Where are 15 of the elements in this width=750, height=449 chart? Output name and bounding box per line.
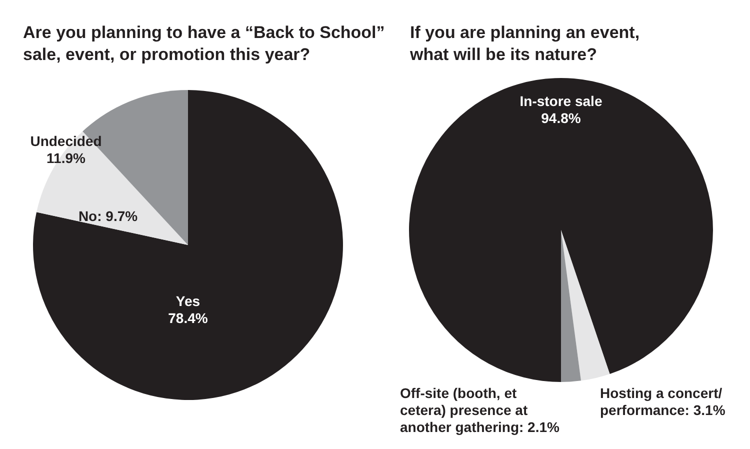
chart-title: Are you planning to have a “Back to School” sale, event, or promotion this year? <box>23 23 385 64</box>
pie-slice <box>409 78 713 382</box>
data-label: 11.9% <box>46 150 86 166</box>
chart-title: If you are planning an event, what will be its nature? <box>409 23 640 64</box>
slice-label: Yes <box>176 293 200 309</box>
slice-label: No: 9.7% <box>78 208 138 224</box>
data-label: 78.4% <box>168 310 208 326</box>
slice-label: Undecided <box>30 133 102 149</box>
slice-label: Hosting a concert/performance: 3.1% <box>600 385 726 418</box>
pie-slice <box>33 90 343 400</box>
slice-label: In-store sale <box>520 93 602 109</box>
pie-slice <box>561 230 610 381</box>
slice-label: Off-site (booth, et cetera) presence at another gathering: 2.1% <box>400 385 560 435</box>
data-label: 94.8% <box>541 110 582 126</box>
pie-slice <box>561 230 581 382</box>
